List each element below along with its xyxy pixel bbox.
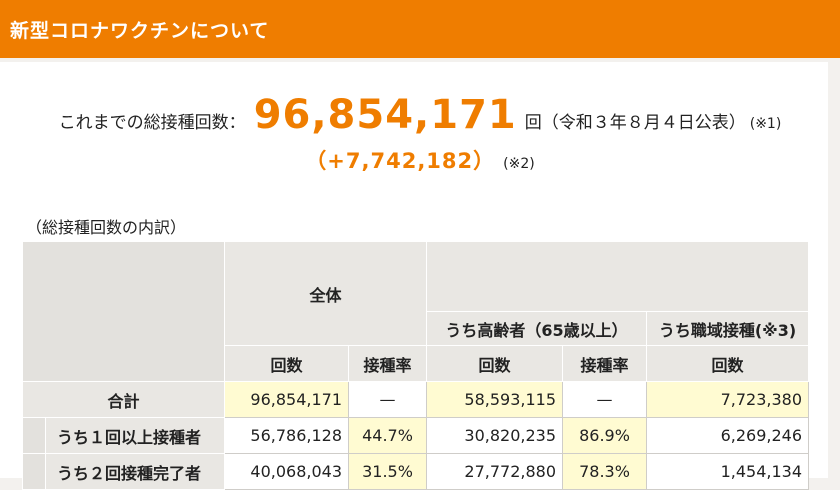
cell-all-rate: — [348, 381, 427, 418]
table-row-total: 合計 96,854,171 — 58,593,115 — 7,723,380 [22, 381, 809, 418]
total-summary: これまでの総接種回数： 96,854,171 回（令和３年８月４日公表） (※1… [0, 92, 840, 138]
breakdown-table: 全体 うち高齢者（65歳以上） うち職域接種(※3) 回数 接種率 回数 接種率… [22, 241, 809, 490]
col-eld-count: 回数 [426, 345, 563, 382]
cell-all-count: 40,068,043 [224, 453, 349, 490]
section-title: 新型コロナワクチンについて [10, 19, 270, 42]
table-row-first-dose: うち１回以上接種者 56,786,128 44.7% 30,820,235 86… [22, 417, 809, 454]
col-all-rate: 接種率 [348, 345, 427, 382]
col-all-count: 回数 [224, 345, 349, 382]
breakdown-caption: （総接種回数の内訳） [26, 218, 187, 237]
cell-work-count: 7,723,380 [646, 381, 809, 418]
cell-eld-count: 30,820,235 [426, 417, 563, 454]
cell-eld-count: 27,772,880 [426, 453, 563, 490]
group-work-header: うち職域接種(※3) [646, 311, 809, 346]
group-elderly-header: うち高齢者（65歳以上） [426, 311, 647, 346]
cell-work-count: 1,454,134 [646, 453, 809, 490]
note-2: (※2) [503, 156, 535, 172]
cell-work-count: 6,269,246 [646, 417, 809, 454]
col-work-count: 回数 [646, 345, 809, 382]
cell-all-rate: 44.7% [348, 417, 427, 454]
diff-count: （+7,742,182） [305, 149, 496, 173]
row-label: 合計 [22, 381, 225, 418]
row-label: うち１回以上接種者 [22, 417, 225, 454]
group-spacer [426, 241, 809, 312]
note-1: (※1) [749, 116, 782, 132]
cell-all-count: 56,786,128 [224, 417, 349, 454]
diff-summary: （+7,742,182） (※2) [0, 145, 840, 175]
cell-eld-rate: 86.9% [562, 417, 647, 454]
table-row-second-dose: うち２回接種完了者 40,068,043 31.5% 27,772,880 78… [22, 453, 809, 490]
total-suffix: 回（令和３年８月４日公表） [524, 113, 746, 133]
section-header: 新型コロナワクチンについて [0, 0, 840, 58]
total-count: 96,854,171 [253, 92, 517, 138]
cell-all-count: 96,854,171 [224, 381, 349, 418]
group-all-header: 全体 [224, 241, 427, 346]
col-eld-rate: 接種率 [562, 345, 647, 382]
row-label: うち２回接種完了者 [22, 453, 225, 490]
total-prefix: これまでの総接種回数： [58, 113, 246, 133]
cell-eld-count: 58,593,115 [426, 381, 563, 418]
cell-all-rate: 31.5% [348, 453, 427, 490]
cell-eld-rate: 78.3% [562, 453, 647, 490]
table-corner [22, 241, 225, 382]
cell-eld-rate: — [562, 381, 647, 418]
